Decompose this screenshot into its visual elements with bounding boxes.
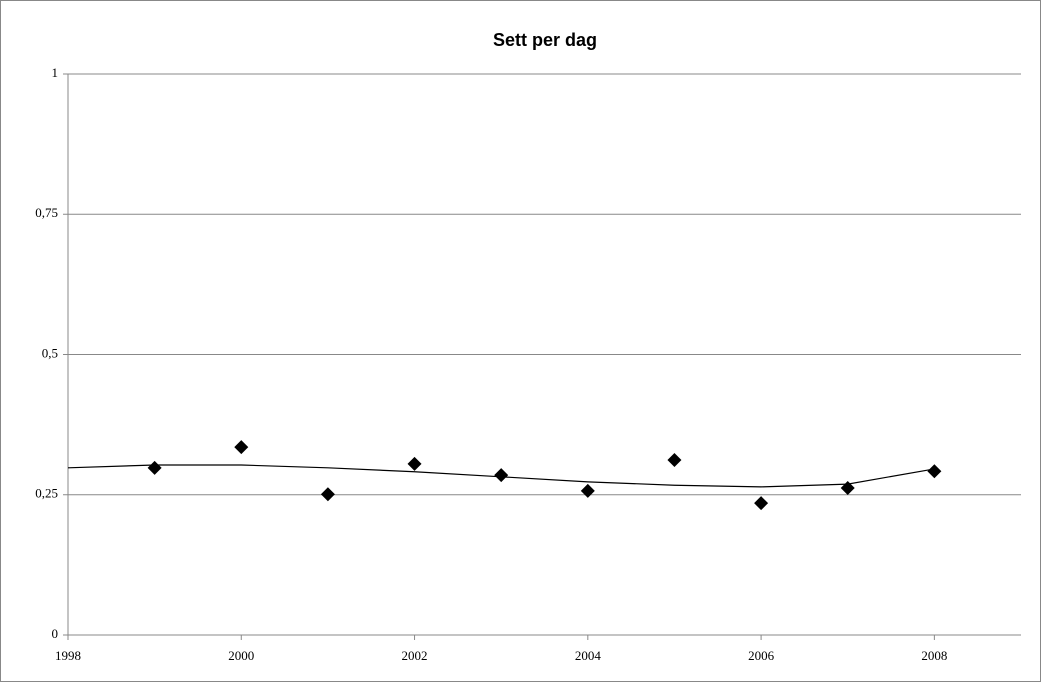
x-tick-label: 1998	[55, 648, 81, 663]
marker	[320, 487, 335, 502]
marker	[840, 481, 855, 496]
y-tick-label: 1	[52, 65, 59, 80]
y-tick-label: 0,25	[35, 486, 58, 501]
x-tick-label: 2002	[402, 648, 428, 663]
marker	[494, 468, 509, 483]
marker	[580, 483, 595, 498]
y-tick-label: 0,5	[42, 345, 58, 360]
marker	[927, 464, 942, 479]
marker	[667, 452, 682, 467]
x-tick-label: 2004	[575, 648, 602, 663]
y-tick-label: 0	[52, 626, 59, 641]
marker	[754, 496, 769, 511]
x-tick-label: 2008	[921, 648, 947, 663]
y-tick-label: 0,75	[35, 205, 58, 220]
marker	[147, 460, 162, 475]
chart-title: Sett per dag	[493, 30, 597, 50]
marker	[234, 440, 249, 455]
marker	[407, 456, 422, 471]
x-tick-label: 2000	[228, 648, 254, 663]
x-tick-label: 2006	[748, 648, 775, 663]
